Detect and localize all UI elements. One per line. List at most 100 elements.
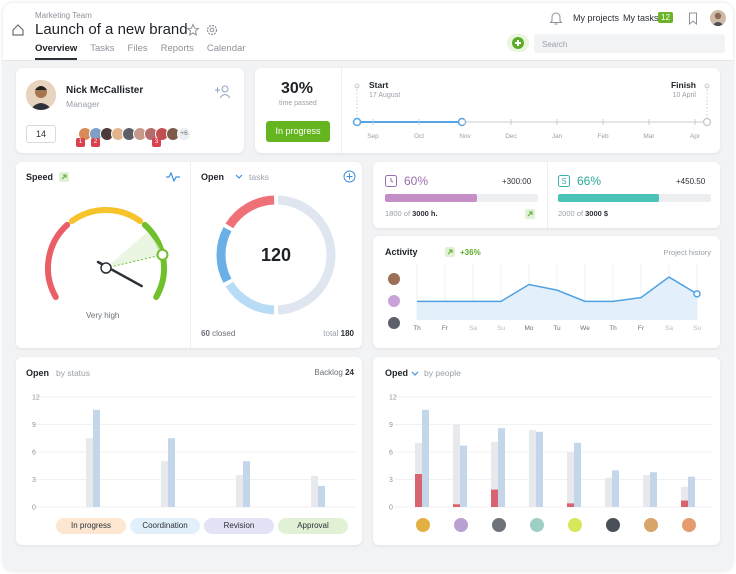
more-members[interactable]: +6 xyxy=(177,127,191,141)
manager-name: Nick McCallister xyxy=(66,85,144,96)
person-avatar[interactable] xyxy=(453,517,469,533)
speed-open-card: Speed Very high Open tasks 120 60 closed… xyxy=(16,162,362,348)
manager-card: Nick McCallister Manager 14 +6 1 2 3 xyxy=(16,68,244,153)
activity-last-point xyxy=(693,290,701,298)
money-total: 3000 $ xyxy=(585,209,609,218)
person-avatar[interactable] xyxy=(681,517,697,533)
tab-reports[interactable]: Reports xyxy=(160,43,194,54)
bell-icon[interactable] xyxy=(549,10,563,26)
person-avatar[interactable] xyxy=(415,517,431,533)
tab-overview[interactable]: Overview xyxy=(35,43,78,60)
hours-summary: 1800 of 3000 h. xyxy=(385,209,438,218)
search-input[interactable]: Search xyxy=(534,34,725,53)
donut-segment-overdue xyxy=(225,195,275,229)
my-projects-link[interactable]: My projects xyxy=(573,13,620,23)
add-button[interactable] xyxy=(507,34,529,52)
bar-primary xyxy=(318,485,325,507)
add-circle-icon[interactable] xyxy=(343,170,356,183)
donut-segment-remaining xyxy=(277,195,336,315)
tab-bar: Overview Tasks Files Reports Calendar xyxy=(35,43,258,60)
status-pill[interactable]: Coordination xyxy=(130,518,200,534)
star-icon[interactable] xyxy=(186,23,200,37)
current-point xyxy=(457,117,467,127)
user-avatar[interactable] xyxy=(710,10,726,26)
activity-x-label: Su xyxy=(693,325,701,332)
gear-icon[interactable] xyxy=(205,23,219,37)
person-avatar[interactable] xyxy=(605,517,621,533)
tab-tasks[interactable]: Tasks xyxy=(90,43,115,54)
my-tasks-link[interactable]: My tasks xyxy=(623,13,659,23)
person-avatar[interactable] xyxy=(491,517,507,533)
activity-x-label: Sa xyxy=(469,325,477,332)
manager-role: Manager xyxy=(66,99,100,109)
activity-x-label: Su xyxy=(497,325,505,332)
speed-value-label: Very high xyxy=(86,311,120,320)
team-avatars[interactable]: +6 1 2 3 xyxy=(76,127,198,149)
chevron-down-icon[interactable] xyxy=(235,174,243,180)
dollar-icon: S xyxy=(558,175,570,187)
people-chart-subtitle: by people xyxy=(424,368,461,378)
backlog-summary[interactable]: Backlog 24 xyxy=(314,368,354,377)
divider xyxy=(547,162,548,228)
start-point xyxy=(352,117,362,127)
month-label: Feb xyxy=(597,133,609,140)
y-tick-label: 9 xyxy=(389,422,393,429)
home-icon[interactable] xyxy=(11,23,25,37)
divider xyxy=(190,162,191,348)
time-passed-label: time passed xyxy=(279,100,317,107)
gauge-segment-mid xyxy=(68,207,144,225)
start-label: Start xyxy=(369,80,389,90)
y-tick-label: 0 xyxy=(32,505,36,512)
tab-files[interactable]: Files xyxy=(127,43,148,54)
bar-secondary xyxy=(491,441,498,507)
project-history-link[interactable]: Project history xyxy=(663,248,711,257)
status-chart-subtitle: by status xyxy=(56,368,91,378)
y-tick-label: 0 xyxy=(389,505,393,512)
bookmark-icon[interactable] xyxy=(688,12,698,25)
open-tasks-title: Open xyxy=(201,172,225,182)
bar-overdue xyxy=(567,503,574,507)
members-count[interactable]: 14 xyxy=(26,125,56,143)
person-avatar[interactable] xyxy=(567,517,583,533)
activity-area xyxy=(417,277,697,320)
bar-primary xyxy=(498,428,505,507)
activity-x-label: Th xyxy=(609,325,617,332)
breadcrumb[interactable]: Marketing Team xyxy=(35,11,92,20)
status-pill[interactable]: Revision xyxy=(204,518,274,534)
page-title: Launch of a new brand xyxy=(35,21,188,38)
finish-date: 10 April xyxy=(672,92,696,99)
svg-text:S: S xyxy=(561,177,566,186)
money-used: 2000 xyxy=(558,209,575,218)
finish-point xyxy=(702,117,712,127)
person-avatar[interactable] xyxy=(529,517,545,533)
notification-badge: 3 xyxy=(152,138,161,147)
notification-badge: 1 xyxy=(76,138,85,147)
budget-card: 60% +300:00 1800 of 3000 h. S 66% +450.5… xyxy=(373,162,720,228)
open-status-card: Open by status Backlog 24 0 3 6 9 12 In prog… xyxy=(16,357,362,545)
status-pill[interactable]: Approval xyxy=(278,518,348,534)
timeline-track[interactable]: Sep Oct Nov Dec Jan Feb Mar Apr xyxy=(345,78,715,148)
month-label: Jan xyxy=(552,133,563,140)
app-window: Marketing Team Launch of a new brand Ove… xyxy=(3,3,733,571)
activity-x-label: Th xyxy=(413,325,421,332)
month-label: Nov xyxy=(459,133,471,140)
pulse-icon[interactable] xyxy=(166,172,180,182)
bar-primary xyxy=(460,445,467,507)
closed-summary: 60 closed xyxy=(201,329,235,338)
backlog-label: Backlog xyxy=(314,368,343,377)
bar-primary xyxy=(688,476,695,507)
tab-calendar[interactable]: Calendar xyxy=(206,43,246,54)
hours-progress-track xyxy=(385,194,538,202)
person-avatar[interactable] xyxy=(643,517,659,533)
bar-primary xyxy=(612,470,619,507)
people-card: Oped by people 0 3 6 9 12 xyxy=(373,357,720,545)
chevron-down-icon[interactable] xyxy=(411,371,419,377)
bar-overdue xyxy=(415,474,422,507)
y-tick-label: 6 xyxy=(32,450,36,457)
gauge-highlight xyxy=(106,232,163,268)
money-percent: 66% xyxy=(577,174,602,188)
status-pill[interactable]: In progress xyxy=(56,518,126,534)
add-user-icon[interactable] xyxy=(214,83,232,99)
status-button[interactable]: In progress xyxy=(266,121,330,142)
trend-up-icon xyxy=(525,209,535,219)
